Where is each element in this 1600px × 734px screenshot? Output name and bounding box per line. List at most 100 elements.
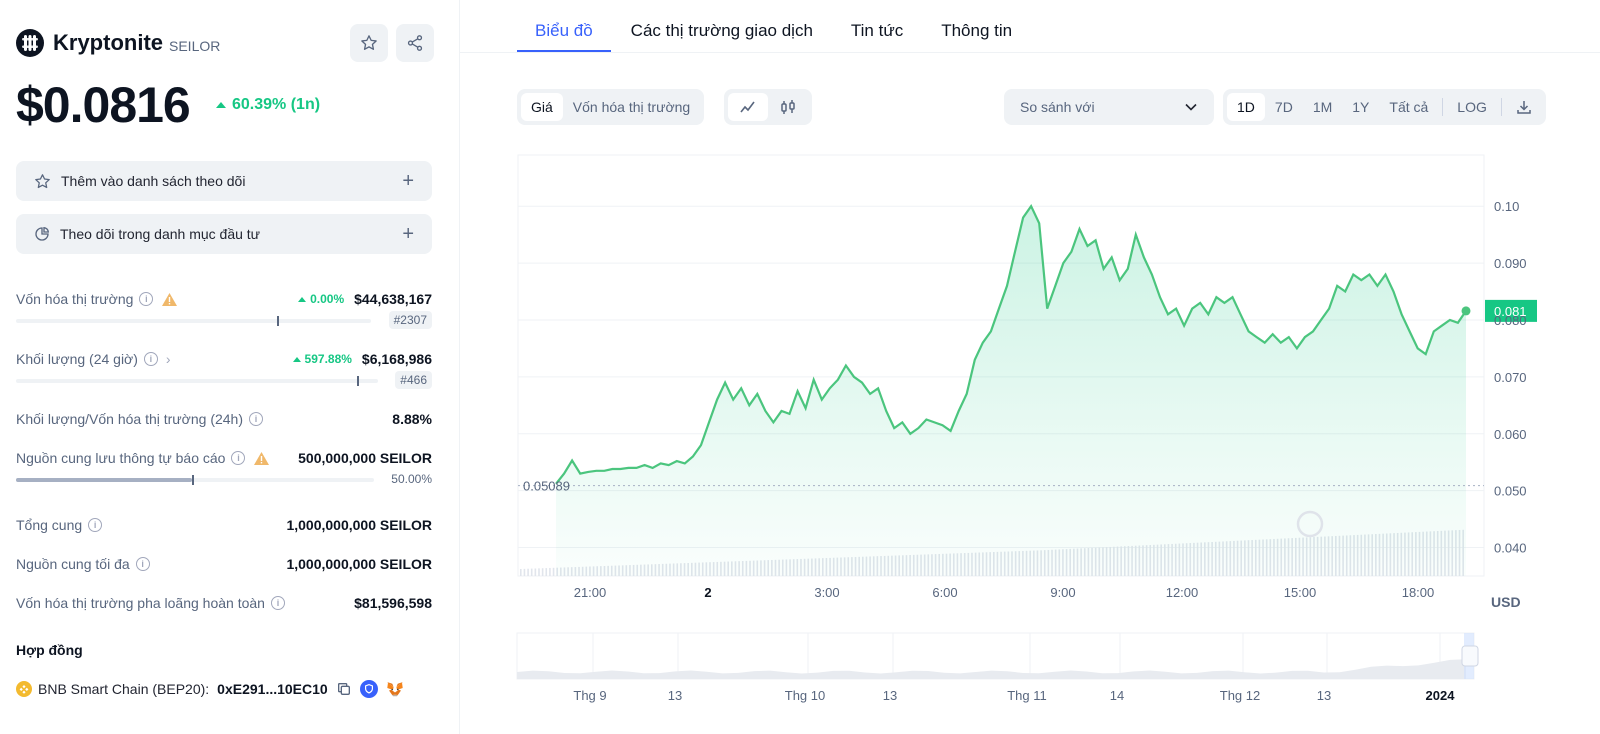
download-icon [1517, 101, 1531, 114]
info-icon[interactable]: i [135, 557, 150, 571]
tab-markets[interactable]: Các thị trường giao dịch [630, 21, 813, 40]
tab-chart[interactable]: Biểu đồ [517, 0, 611, 52]
stat-value: 500,000,000 SEILOR [298, 450, 432, 466]
share-icon [407, 35, 423, 51]
market-cap-toggle[interactable]: Vốn hóa thị trường [572, 99, 691, 115]
pie-chart-icon [35, 226, 50, 241]
add-watchlist-button[interactable]: Thêm vào danh sách theo dõi + [16, 161, 432, 201]
supply-marker [192, 475, 195, 485]
favorite-button[interactable] [350, 24, 388, 62]
range-1d[interactable]: 1D [1227, 93, 1265, 121]
y-tick-label: 0.070 [1494, 370, 1527, 385]
stat-label: Vốn hóa thị trường pha loãng hoàn toàn i [16, 595, 285, 611]
compare-dropdown[interactable]: So sánh với [1004, 89, 1214, 125]
line-chart-button[interactable] [728, 93, 768, 121]
add-watchlist-label: Thêm vào danh sách theo dõi [61, 173, 246, 189]
coin-name: Kryptonite [53, 30, 163, 55]
x-tick-label: 15:00 [1284, 585, 1317, 600]
caret-up-icon [216, 102, 226, 108]
range-7d[interactable]: 7D [1274, 99, 1293, 115]
info-icon[interactable]: i [139, 292, 154, 306]
tab-news[interactable]: Tin tức [850, 21, 904, 40]
info-icon[interactable]: i [143, 352, 158, 366]
star-icon [35, 173, 50, 188]
track-portfolio-button[interactable]: Theo dõi trong danh mục đầu tư + [16, 214, 432, 254]
share-button[interactable] [396, 24, 434, 62]
navigator-tick-label: Thg 9 [573, 688, 606, 703]
current-price-badge [1485, 299, 1537, 322]
metamask-icon[interactable] [386, 681, 404, 697]
log-toggle[interactable]: LOG [1457, 99, 1487, 115]
price-toggle[interactable]: Giá [521, 93, 563, 121]
y-tick-label: 0.090 [1494, 256, 1527, 271]
range-all[interactable]: Tất cả [1389, 99, 1429, 115]
y-tick-label: 0.050 [1494, 484, 1527, 499]
compare-label: So sánh với [1020, 99, 1095, 115]
y-tick-label: 0.040 [1494, 541, 1527, 556]
supply-percent: 50.00% [391, 472, 432, 486]
rank-badge: #2307 [388, 311, 432, 329]
plus-icon: + [402, 222, 414, 245]
copy-icon[interactable] [336, 681, 352, 697]
divider [1500, 98, 1502, 116]
shield-icon[interactable] [359, 680, 378, 698]
rank-badge: #466 [395, 371, 432, 389]
plus-icon: + [402, 169, 414, 192]
tab-info[interactable]: Thông tin [941, 21, 1013, 40]
info-icon[interactable]: i [88, 518, 103, 532]
track-portfolio-label: Theo dõi trong danh mục đầu tư [60, 226, 261, 242]
x-tick-label: 9:00 [1050, 585, 1075, 600]
info-icon[interactable]: i [270, 596, 285, 610]
info-icon[interactable]: i [249, 412, 264, 426]
volume-bar [527, 568, 529, 576]
stat-label: Khối lượng (24 giờ) i › [16, 351, 171, 367]
navigator-tick-label: 14 [1110, 688, 1124, 703]
y-unit-label: USD [1491, 594, 1521, 610]
y-tick-label: 0.10 [1494, 199, 1519, 214]
bnb-chain-icon [16, 681, 32, 697]
range-1m[interactable]: 1M [1312, 99, 1333, 115]
main-tabs: Biểu đồ Các thị trường giao dịch Tin tức… [517, 0, 1032, 52]
volume-bar [552, 567, 555, 576]
coin-sidebar: Kryptonite SEILOR $0.0816 60.39% (1n) Th… [0, 0, 460, 734]
navigator-tick-label: Thg 12 [1220, 688, 1260, 703]
caret-up-icon [292, 356, 301, 362]
y-tick-label: 0.080 [1494, 313, 1527, 328]
contract-address[interactable]: 0xE291...10EC10 [217, 681, 328, 697]
info-icon[interactable]: i [231, 451, 246, 465]
supply-bar-fill [16, 478, 193, 482]
chevron-down-icon [1185, 103, 1197, 111]
contract-row: BNB Smart Chain (BEP20): 0xE291...10EC10 [16, 679, 404, 699]
warning-icon[interactable] [253, 451, 270, 466]
rank-marker [277, 316, 279, 326]
navigator-tick-label: Thg 11 [1007, 688, 1047, 703]
stat-label: Nguồn cung tối đa i [16, 556, 150, 572]
x-tick-label: 3:00 [814, 585, 839, 600]
navigator-tick-label: 13 [1317, 688, 1331, 703]
line-chart-icon [740, 101, 755, 113]
download-button[interactable] [1506, 93, 1542, 121]
stat-market-cap: Vốn hóa thị trường i 0.00% $44,638,167 #… [16, 289, 432, 331]
tabs-divider [460, 52, 1600, 53]
chart-metric-toggle: Giá Vốn hóa thị trường [517, 89, 705, 125]
candlestick-button[interactable] [768, 93, 808, 121]
navigator-area [517, 659, 1466, 679]
stat-circulating-supply: Nguồn cung lưu thông tự báo cáo i 500,00… [16, 448, 432, 490]
watermark-logo [1296, 510, 1324, 538]
stat-value: 1,000,000,000 SEILOR [286, 556, 432, 572]
x-tick-label: 21:00 [574, 585, 607, 600]
rank-marker [357, 376, 359, 386]
volume-bar [523, 568, 526, 576]
contract-chain: BNB Smart Chain (BEP20): [38, 681, 210, 697]
star-icon [361, 35, 377, 50]
warning-icon[interactable] [161, 292, 178, 307]
volume-bar [534, 568, 537, 576]
stat-change: 0.00% [298, 292, 344, 306]
current-price-dot [1461, 306, 1471, 316]
stat-change: 597.88% [292, 352, 352, 366]
range-1y[interactable]: 1Y [1352, 99, 1370, 115]
chevron-right-icon[interactable]: › [165, 351, 171, 367]
contract-title: Hợp đồng [16, 642, 83, 658]
navigator-handle [1461, 645, 1479, 667]
